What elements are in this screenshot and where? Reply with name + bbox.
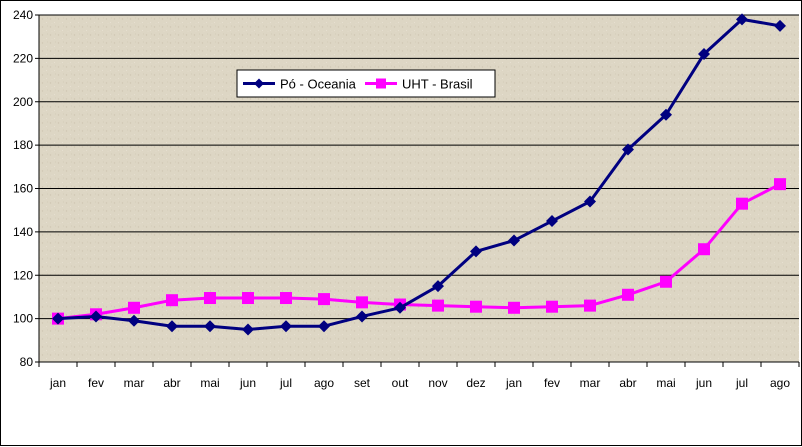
data-point [204, 292, 216, 305]
x-tick-label: jul [735, 376, 748, 390]
data-point [470, 300, 482, 313]
data-point [622, 143, 634, 156]
data-point [90, 310, 102, 323]
legend-label: UHT - Brasil [402, 77, 473, 92]
y-tick-label: 200 [13, 95, 33, 109]
data-point [508, 234, 520, 247]
data-point [774, 178, 786, 191]
data-point [204, 320, 216, 333]
data-point [318, 320, 330, 333]
x-tick-label: abr [163, 376, 180, 390]
data-point [660, 275, 672, 288]
data-point [432, 299, 444, 312]
data-point [128, 314, 140, 327]
y-axis: 80 100 120 140 160 180 200 220 240 [13, 8, 40, 369]
data-point [166, 294, 178, 307]
x-tick-label: jan [505, 376, 522, 390]
y-tick-label: 160 [13, 182, 33, 196]
data-point [280, 292, 292, 305]
y-tick-label: 220 [13, 51, 33, 65]
data-point [128, 301, 140, 314]
x-tick-label: jun [239, 376, 256, 390]
data-point [280, 320, 292, 333]
data-point [356, 310, 368, 323]
y-tick-label: 240 [13, 8, 33, 22]
y-tick-label: 100 [13, 312, 33, 326]
data-point [546, 300, 558, 313]
x-tick-label: fev [544, 376, 560, 390]
data-point [318, 293, 330, 306]
data-point [584, 195, 596, 208]
data-point [584, 299, 596, 312]
series-line [57, 17, 781, 331]
data-point [546, 215, 558, 228]
y-tick-label: 80 [20, 355, 34, 369]
x-tick-label: jan [49, 376, 66, 390]
legend: Pó - Oceania UHT - Brasil [236, 69, 496, 98]
x-tick-label: mar [580, 376, 601, 390]
series-line [57, 182, 781, 321]
x-tick-label: out [392, 376, 409, 390]
y-tick-label: 180 [13, 138, 33, 152]
x-tick-label: mai [656, 376, 675, 390]
x-tick-label: jun [695, 376, 712, 390]
x-tick-label: fev [88, 376, 104, 390]
x-tick-label: dez [466, 376, 485, 390]
x-tick-label: ago [314, 376, 334, 390]
x-tick-label: mai [200, 376, 219, 390]
series-po-oceania [52, 13, 786, 336]
legend-label: Pó - Oceania [280, 77, 357, 92]
x-tick-label: jul [279, 376, 292, 390]
data-point [736, 197, 748, 210]
data-point [242, 323, 254, 336]
x-tick-label: ago [770, 376, 790, 390]
data-point [698, 243, 710, 256]
data-point [432, 280, 444, 293]
x-tick-label: nov [428, 376, 447, 390]
data-point [660, 108, 672, 121]
x-axis: jan fev mar abr mai jun jul ago set out nov dez jan f… [38, 361, 800, 390]
y-tick-label: 140 [13, 225, 33, 239]
data-point [622, 288, 634, 301]
x-tick-label: mar [124, 376, 145, 390]
data-point [736, 13, 748, 26]
x-tick-label: abr [619, 376, 636, 390]
data-point [394, 301, 406, 314]
x-tick-label: set [354, 376, 371, 390]
data-point [242, 292, 254, 305]
data-point [254, 78, 264, 89]
data-point [470, 245, 482, 258]
data-point [774, 19, 786, 32]
data-point [166, 320, 178, 333]
data-point [508, 301, 520, 314]
data-point [376, 78, 386, 89]
data-point [356, 296, 368, 309]
y-tick-label: 120 [13, 268, 33, 282]
series-lines [52, 13, 786, 336]
data-point [698, 48, 710, 61]
data-point [52, 312, 64, 325]
